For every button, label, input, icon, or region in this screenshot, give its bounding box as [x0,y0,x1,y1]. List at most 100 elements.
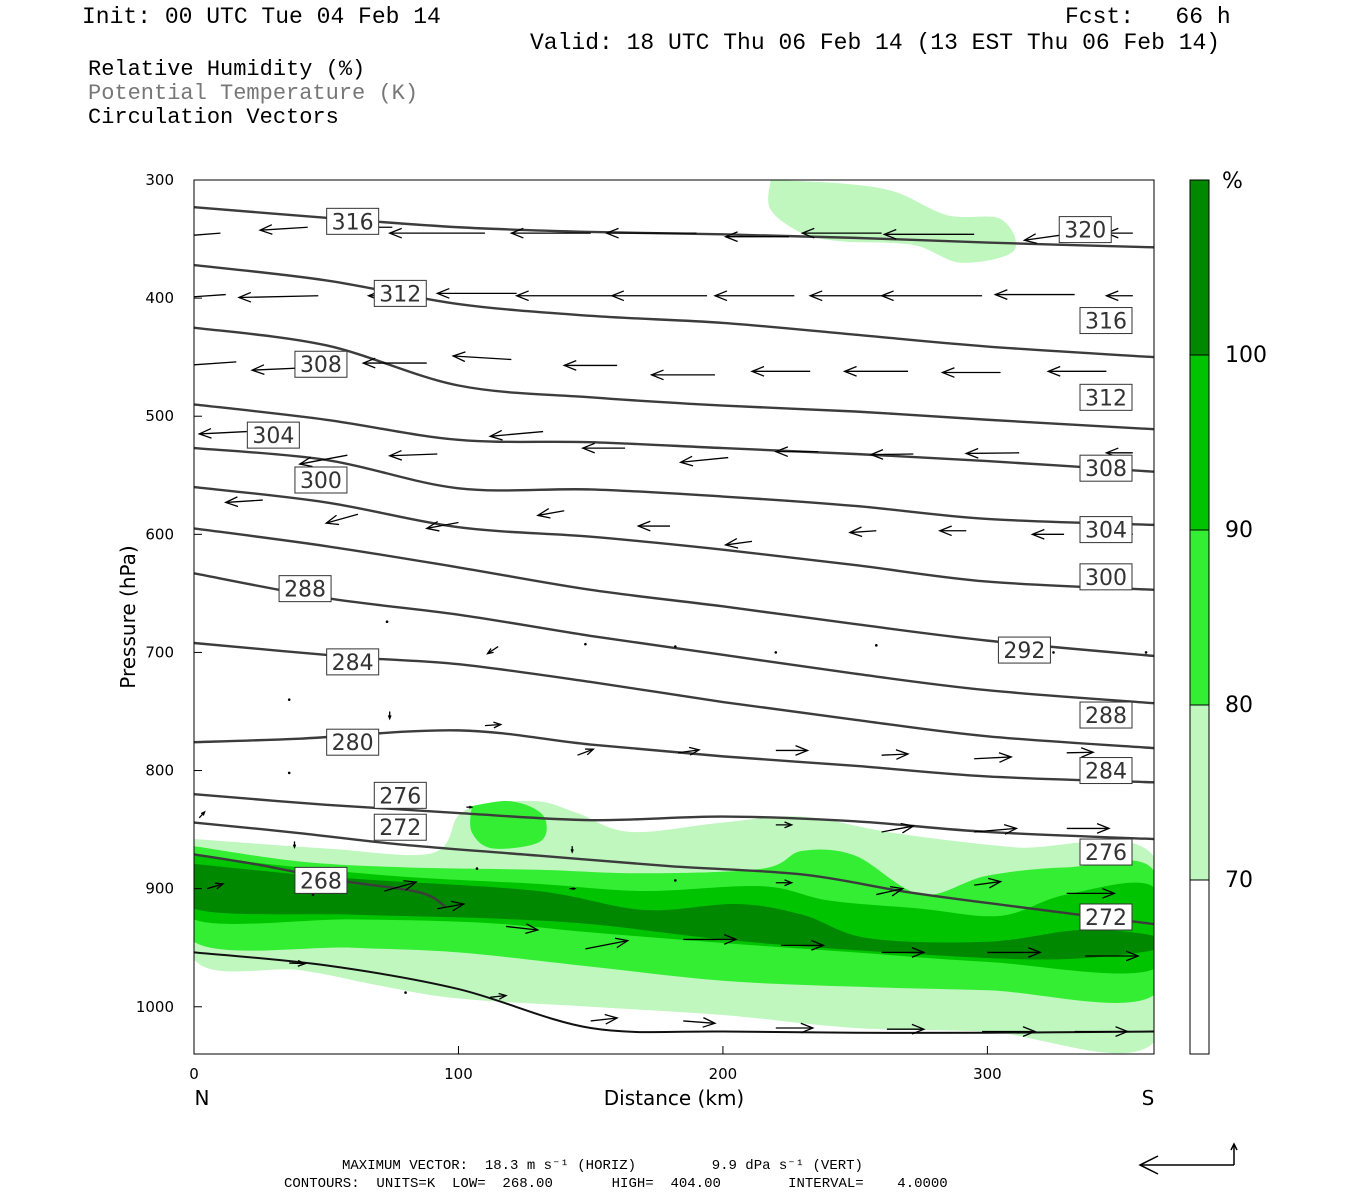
x-axis-title: Distance (km) [604,1086,744,1110]
circulation-vector [194,232,221,236]
circulation-vector [585,937,630,950]
circulation-vector [683,934,738,945]
y-tick-label: 300 [145,171,174,189]
contour-label-right-284: 284 [1079,757,1133,785]
colorbar-segment [1190,880,1209,1054]
theta-contour-304 [194,446,1154,527]
y-axis-title: Pressure (hPa) [116,545,140,688]
svg-text:288: 288 [1085,704,1127,729]
circulation-vector [384,880,418,892]
max-vector-note: MAXIMUM VECTOR: 18.3 m s⁻¹ (HORIZ) 9.9 d… [342,1158,863,1174]
circulation-vector [683,1017,717,1028]
circulation-vector [287,771,291,775]
contour-label-276: 276 [373,781,427,809]
circulation-vector [674,879,677,882]
theta-contour-272 [194,821,1154,926]
contour-label-292: 292 [997,636,1051,664]
circulation-vector [1066,823,1111,834]
circulation-vector [886,1023,926,1035]
forecast-hour: Fcst: 66 h [1065,4,1231,30]
circulation-vector [876,885,905,897]
contour-info: CONTOURS: UNITS=K LOW= 268.00 HIGH= 404.… [284,1176,948,1192]
circulation-vector [987,947,1043,958]
circulation-vector [194,361,237,366]
circulation-vector [964,447,1020,459]
circulation-vector [570,846,574,854]
colorbar-label-70: 70 [1225,868,1253,893]
circulation-vector [808,290,890,302]
circulation-vector [781,939,826,951]
circulation-vector [775,821,794,829]
contour-label-right-316: 316 [1079,307,1133,335]
circulation-vector [1144,651,1148,654]
circulation-vector [197,427,247,439]
legend-vectors: Circulation Vectors [88,105,339,130]
init-time: Init: 00 UTC Tue 04 Feb 14 [82,4,441,30]
rh-region-80 [470,800,547,849]
contour-label-304: 304 [246,421,300,449]
svg-text:284: 284 [1085,760,1127,785]
circulation-vector [750,365,811,377]
svg-text:300: 300 [300,469,342,494]
theta-contour-288 [194,572,1154,705]
circulation-vector [581,442,626,454]
circulation-vector [775,879,794,887]
circulation-vector [484,721,503,729]
circulation-vector [509,227,591,239]
circulation-vector [451,351,512,363]
circulation-vector [577,748,595,756]
circulation-vector [258,224,308,235]
circulation-vector [1104,290,1133,302]
circulation-vector [879,290,983,302]
svg-text:268: 268 [300,869,342,894]
circulation-vector [237,291,319,303]
circulation-vector [514,290,612,302]
svg-text:276: 276 [379,784,421,809]
svg-text:292: 292 [1003,639,1045,664]
contour-label-288: 288 [278,575,332,603]
svg-text:308: 308 [300,353,342,378]
circulation-vector [800,227,882,239]
circulation-vector [198,810,206,819]
svg-text:288: 288 [284,578,326,603]
contour-label-308: 308 [294,350,348,378]
y-tick-label: 800 [145,762,174,780]
contour-label-right-288: 288 [1079,701,1133,729]
contour-label-316: 316 [326,207,380,235]
circulation-vector [636,520,671,532]
colorbar-label-90: 90 [1225,518,1253,543]
contour-label-268: 268 [294,866,348,894]
circulation-vector [311,893,315,896]
circulation-vector [387,711,392,721]
svg-text:320: 320 [1064,219,1106,244]
circulation-vector [435,287,517,299]
contour-label-300: 300 [294,466,348,494]
theta-contour-316 [194,263,1154,359]
circulation-vector [610,290,708,302]
circulation-vector [486,645,499,655]
circulation-vector [993,289,1075,300]
circulation-vector [505,923,540,935]
circulation-vector [437,900,466,912]
circulation-vector [466,805,474,809]
circulation-vector [1074,1026,1130,1037]
legend-theta: Potential Temperature (K) [88,81,419,106]
circulation-vector [677,746,701,756]
contour-label-right-304: 304 [1079,516,1133,544]
colorbar-frame [1189,179,1210,1055]
svg-text:316: 316 [332,210,374,235]
colorbar-segment [1190,530,1209,705]
circulation-vector [287,698,291,701]
y-tick-label: 400 [145,289,174,307]
circulation-vector [223,496,263,508]
theta-contour-292 [194,527,1154,658]
circulation-vector [678,455,729,467]
circulation-vector [488,429,544,441]
circulation-vector [194,293,226,298]
circulation-vector [1046,365,1107,377]
contour-label-320: 320 [1058,216,1112,244]
contour-label-right-300: 300 [1079,563,1133,591]
y-tick-label: 900 [145,880,174,898]
svg-text:312: 312 [379,282,421,307]
rh-region-100 [194,863,1154,960]
